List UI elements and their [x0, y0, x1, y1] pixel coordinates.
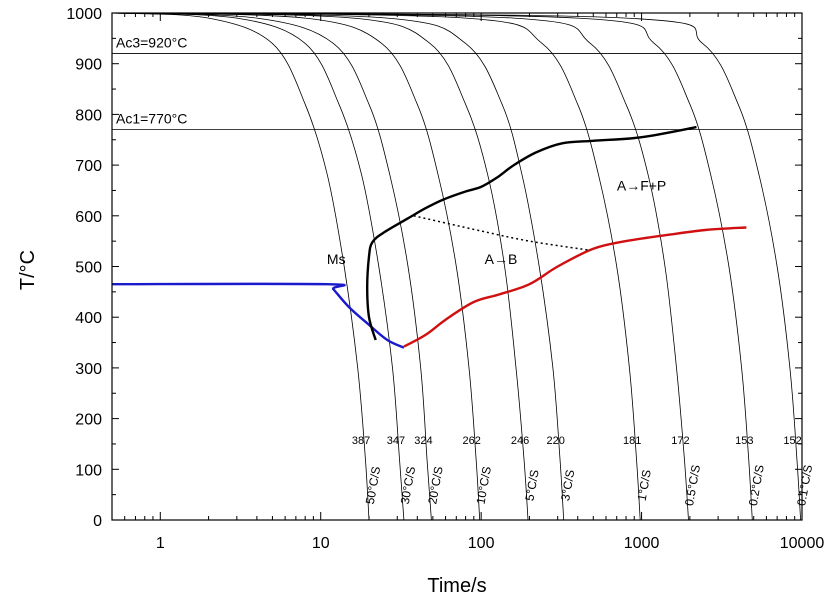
y-tick-label: 200	[75, 412, 102, 429]
reference-line-label: Ac1=770°C	[116, 111, 187, 127]
y-tick-label: 700	[75, 158, 102, 175]
cooling-curve	[112, 13, 370, 520]
hardness-label: 324	[414, 435, 432, 447]
region-label: A→F+P	[617, 177, 666, 193]
plot-frame	[111, 12, 803, 521]
hardness-label: 246	[511, 435, 529, 447]
y-tick-label: 500	[75, 260, 102, 277]
dotted-boundary-line	[413, 215, 591, 252]
transformation-line	[403, 226, 747, 348]
region-label: A→B	[485, 251, 518, 267]
y-axis-title: T/°C	[17, 250, 39, 290]
cooling-rate-label: 10°C/S	[474, 465, 494, 505]
cooling-curve	[112, 13, 405, 520]
y-tick-label: 300	[75, 361, 102, 378]
hardness-label: 172	[671, 435, 689, 447]
cooling-curve	[112, 13, 641, 520]
axes: 0 100 200 300 400 500 600 700 800 900 1000 1 10 100 10…	[66, 6, 824, 552]
y-tick-label: 800	[75, 107, 102, 124]
hardness-label: 152	[783, 435, 801, 447]
cooling-rate-label: 30°C/S	[398, 465, 418, 505]
transformation-line	[366, 125, 697, 341]
hardness-label: 387	[352, 435, 370, 447]
y-tick-label: 600	[75, 209, 102, 226]
cooling-curve	[112, 13, 565, 520]
cooling-curve	[112, 13, 529, 520]
cooling-rate-label: 50°C/S	[363, 465, 383, 505]
cooling-curves	[112, 13, 801, 520]
y-tick-label: 100	[75, 462, 102, 479]
x-tick-label: 1000	[624, 535, 660, 552]
transformation-line	[112, 282, 405, 349]
reference-line-label: Ac3=920°C	[116, 35, 187, 51]
cooling-curve	[112, 13, 481, 520]
hardness-label: 220	[547, 435, 565, 447]
x-tick-label: 100	[468, 535, 495, 552]
hardness-label: 153	[735, 435, 753, 447]
y-tick-label: 0	[93, 513, 102, 530]
cooling-curve	[112, 13, 432, 520]
reference-lines	[112, 53, 802, 131]
hardness-label: 347	[387, 435, 405, 447]
hardness-label: 262	[463, 435, 481, 447]
x-tick-label: 10000	[780, 535, 825, 552]
x-tick-label: 10	[312, 535, 330, 552]
region-label: Ms	[327, 251, 346, 267]
y-tick-label: 900	[75, 57, 102, 74]
annotations: Ac3=920°C Ac1=770°C 387 50°C/S 347 30°C/S 324 2…	[116, 35, 815, 507]
cooling-rate-label: 5°C/S	[522, 469, 541, 502]
y-tick-label: 1000	[66, 6, 102, 23]
cooling-curve	[112, 13, 801, 520]
hardness-label: 181	[623, 435, 641, 447]
transformation-series	[112, 125, 747, 349]
x-tick-label: 1	[156, 535, 165, 552]
x-axis-title: Time/s	[427, 575, 486, 597]
cooling-rate-label: 3°C/S	[558, 469, 577, 502]
cooling-rate-label: 1°C/S	[635, 469, 654, 502]
cooling-rate-label: 20°C/S	[425, 465, 445, 505]
y-tick-label: 400	[75, 310, 102, 327]
